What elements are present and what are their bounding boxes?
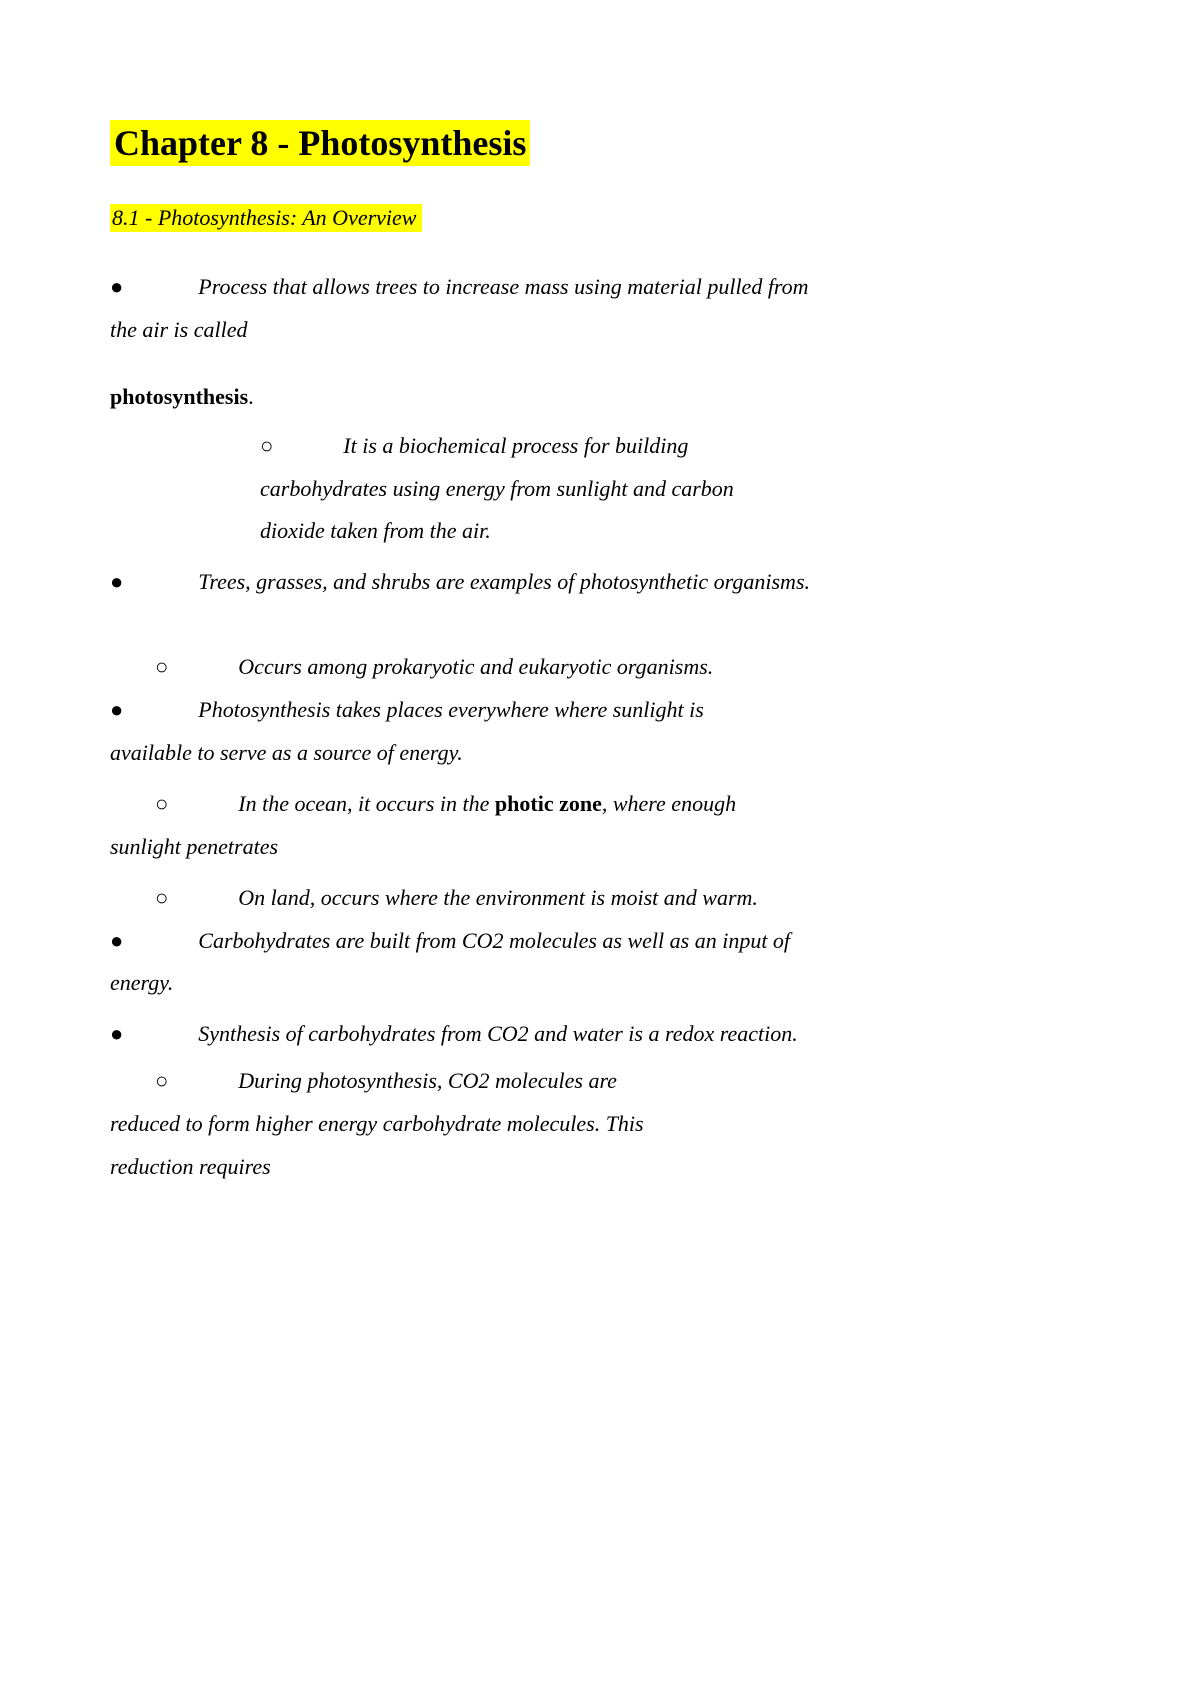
continuation-text: carbohydrates using energy from sunlight… (260, 468, 1090, 511)
continuation-text: the air is called (110, 309, 1090, 352)
bullet-hollow-icon: ○ (155, 783, 168, 826)
bullet-text: Occurs among prokaryotic and eukaryotic … (238, 646, 713, 689)
chapter-title: Chapter 8 - Photosynthesis (110, 120, 530, 166)
bullet-solid-icon: ● (110, 920, 123, 963)
continuation-text: dioxide taken from the air. (260, 510, 1090, 553)
bullet-solid-icon: ● (110, 689, 123, 732)
bullet-text: On land, occurs where the environment is… (238, 877, 758, 920)
bullet-text: During photosynthesis, CO2 molecules are (238, 1060, 617, 1103)
bullet-text: In the ocean, it occurs in the photic zo… (238, 783, 736, 826)
bullet-hollow-icon: ○ (155, 1060, 168, 1103)
bullet-text: Trees, grasses, and shrubs are examples … (198, 561, 810, 604)
bullet-hollow-icon: ○ (155, 877, 168, 920)
bullet-text: Photosynthesis takes places everywhere w… (198, 689, 703, 732)
bullet-text: Synthesis of carbohydrates from CO2 and … (198, 1013, 797, 1056)
bullet-hollow-icon: ○ (155, 646, 168, 689)
continuation-text: reduced to form higher energy carbohydra… (110, 1103, 1090, 1146)
bullet-solid-icon: ● (110, 266, 123, 309)
notes-content: ● Process that allows trees to increase … (110, 266, 1090, 1189)
bullet-solid-icon: ● (110, 1013, 123, 1056)
bullet-hollow-icon: ○ (260, 425, 273, 468)
bold-term-line: photosynthesis. (110, 376, 1090, 419)
continuation-text: sunlight penetrates (110, 826, 1090, 869)
bold-term: photosynthesis (110, 384, 248, 409)
bullet-text: It is a biochemical process for building (343, 425, 688, 468)
continuation-text: available to serve as a source of energy… (110, 732, 1090, 775)
bullet-text: Process that allows trees to increase ma… (198, 266, 808, 309)
continuation-text: energy. (110, 962, 1090, 1005)
continuation-text: reduction requires (110, 1146, 1090, 1189)
bullet-text: Carbohydrates are built from CO2 molecul… (198, 920, 790, 963)
section-title: 8.1 - Photosynthesis: An Overview (110, 204, 422, 232)
bullet-solid-icon: ● (110, 561, 123, 604)
